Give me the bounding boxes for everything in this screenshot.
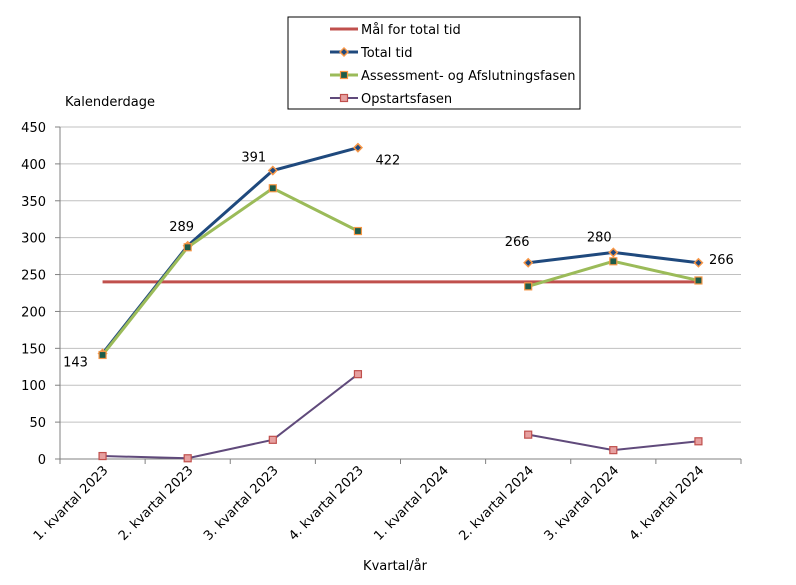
- legend-box: [287, 16, 581, 110]
- x-tick-label: 3. kvartal 2024: [542, 463, 623, 544]
- marker-square: [339, 93, 349, 103]
- data-label: 143: [63, 355, 88, 370]
- y-tick-label: 400: [21, 158, 46, 173]
- legend: Mål for total tid Total tid Assessment- og…: [287, 16, 581, 110]
- legend-label: Total tid: [360, 46, 412, 61]
- marker-square: [339, 70, 349, 80]
- data-label: 266: [709, 253, 734, 268]
- marker-square: [694, 437, 703, 446]
- y-tick-label: 50: [29, 416, 46, 431]
- y-tick-label: 0: [38, 453, 46, 468]
- y-tick-label: 150: [21, 342, 46, 357]
- data-label: 280: [587, 230, 612, 245]
- y-axis-title: Kalenderdage: [65, 95, 155, 110]
- data-label: 422: [376, 154, 401, 169]
- legend-item: Assessment- og Afslutningsfasen: [330, 69, 576, 84]
- marker-square: [268, 435, 277, 444]
- x-tick-label: 1. kvartal 2023: [31, 463, 112, 544]
- series-line: [101, 186, 359, 356]
- marker-square: [694, 276, 703, 285]
- legend-item: Total tid: [330, 46, 412, 61]
- x-tick-label: 1. kvartal 2024: [371, 463, 452, 544]
- marker-square: [268, 184, 277, 193]
- legend-item: Opstartsfasen: [330, 92, 452, 107]
- axes: 0 50 100 150 200 250 300 350 400 450 1. kvartal 20…: [21, 121, 742, 544]
- marker-diamond: [267, 165, 278, 176]
- series-line: [102, 373, 359, 460]
- marker-diamond: [693, 257, 704, 268]
- legend-label: Mål for total tid: [361, 23, 461, 38]
- legend-item: Mål for total tid: [330, 23, 461, 38]
- x-tick-label: 3. kvartal 2023: [201, 463, 282, 544]
- marker-square: [98, 451, 107, 461]
- marker-diamond: [352, 142, 363, 153]
- series-layer: [97, 142, 704, 463]
- x-tick-label: 2. kvartal 2023: [116, 463, 197, 544]
- legend-label: Opstartsfasen: [361, 92, 452, 107]
- marker-diamond: [523, 257, 534, 268]
- y-tick-label: 450: [21, 121, 46, 136]
- data-label: 289: [169, 220, 194, 235]
- series-assessment-og-afslutningsfasen: [98, 184, 703, 360]
- marker-square: [524, 430, 533, 439]
- y-tick-label: 250: [21, 269, 46, 284]
- gridlines: [60, 126, 741, 423]
- data-label: 266: [505, 235, 530, 250]
- x-tick-label: 4. kvartal 2024: [627, 463, 708, 544]
- data-label: 391: [241, 151, 266, 166]
- marker-square: [98, 350, 107, 360]
- series-line: [101, 146, 359, 355]
- y-tick-label: 300: [21, 232, 46, 247]
- marker-square: [609, 257, 618, 266]
- legend-label: Assessment- og Afslutningsfasen: [361, 69, 576, 84]
- marker-square: [353, 370, 363, 379]
- x-tick-label: 2. kvartal 2024: [456, 463, 537, 544]
- marker-square: [609, 446, 618, 455]
- marker-square: [183, 243, 192, 252]
- marker-square: [524, 282, 533, 291]
- marker-square: [183, 454, 192, 463]
- marker-diamond: [338, 46, 350, 58]
- labels-layer: 143 289 391 422 266 280 266: [63, 151, 734, 371]
- y-tick-label: 350: [21, 195, 46, 210]
- marker-diamond: [608, 247, 619, 258]
- x-tick-label: 4. kvartal 2023: [286, 463, 367, 544]
- y-tick-label: 200: [21, 305, 46, 320]
- series-opstartsfasen: [98, 370, 703, 463]
- y-tick-label: 100: [21, 379, 46, 394]
- x-axis-title: Kvartal/år: [363, 559, 428, 574]
- marker-square: [353, 226, 363, 236]
